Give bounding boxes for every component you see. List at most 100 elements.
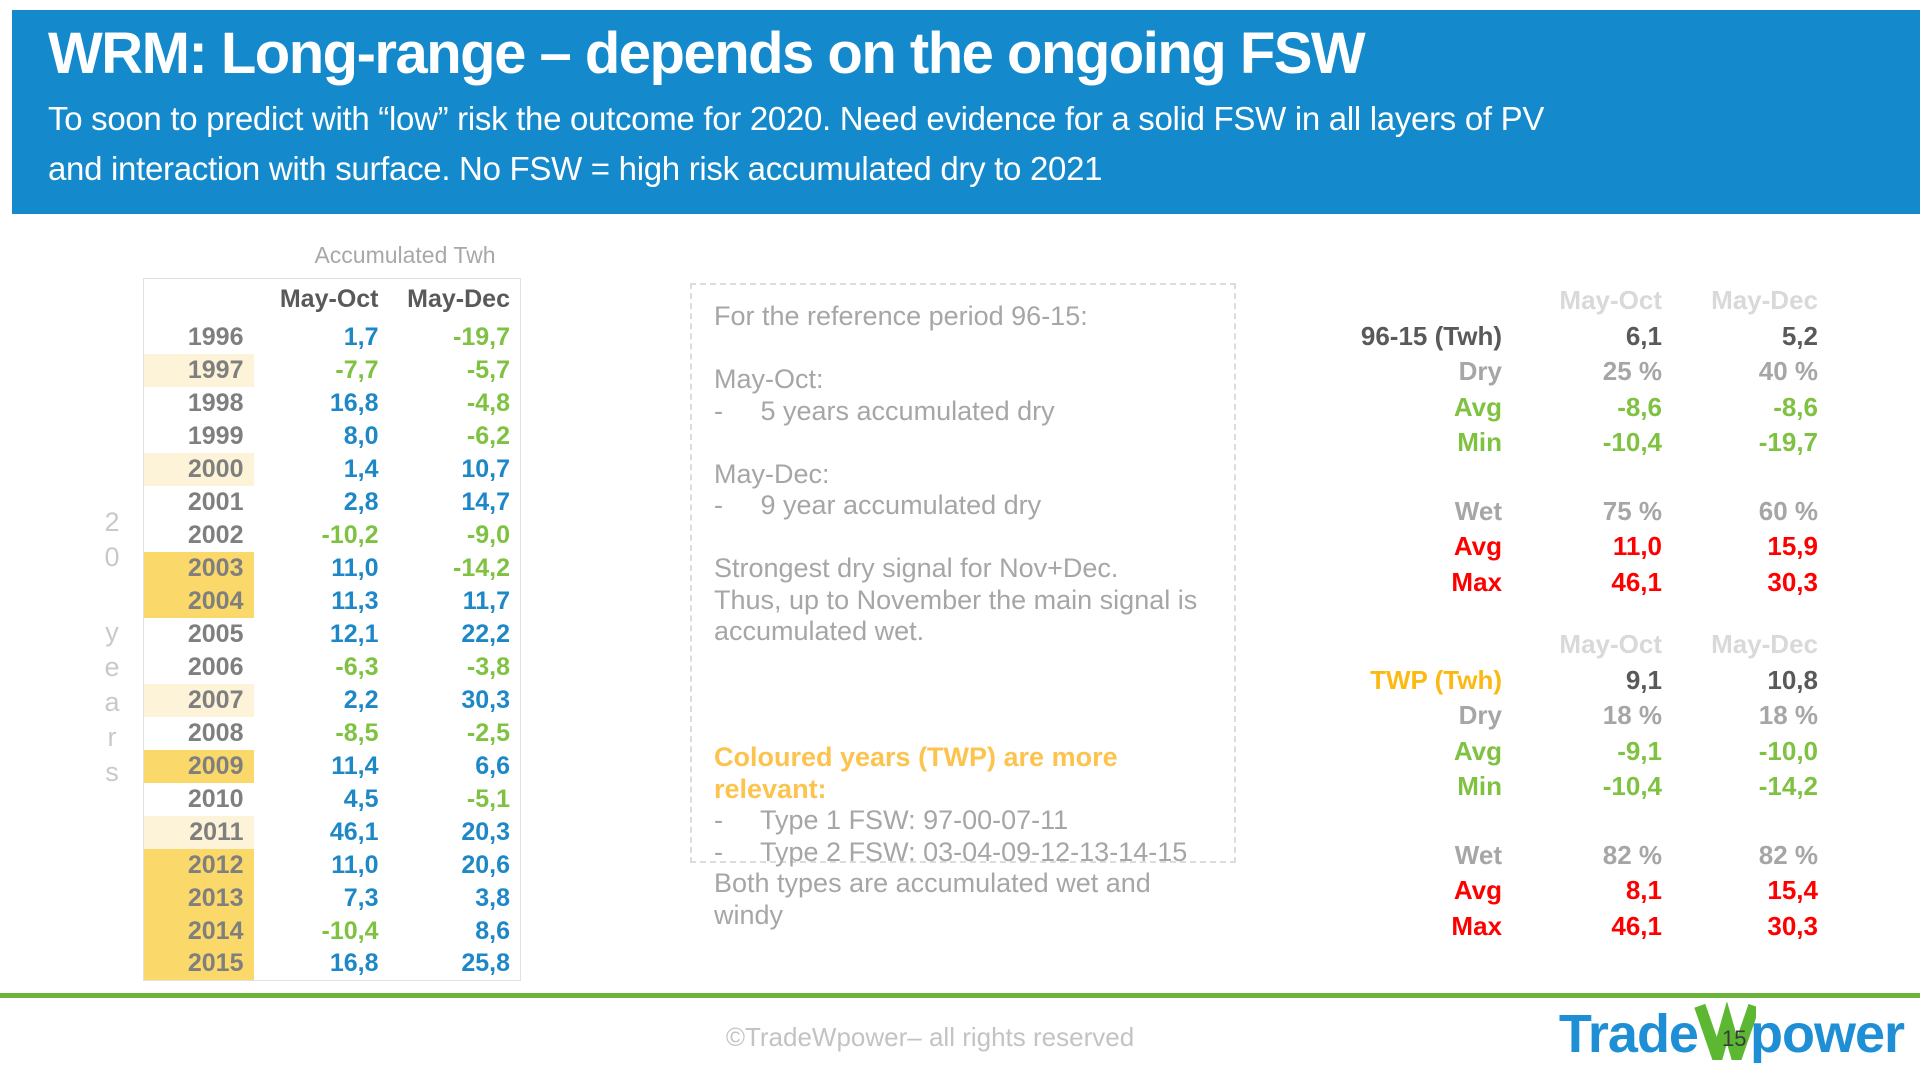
stats-row-label: Wet <box>1454 495 1502 526</box>
table-row: 2008 -8,5 -2,5 <box>144 717 521 750</box>
info-blank-line <box>714 333 1212 365</box>
info-line: For the reference period 96-15: <box>714 301 1088 331</box>
may-dec-value: 30,3 <box>461 685 510 714</box>
may-dec-value: -2,5 <box>466 718 510 747</box>
year-cell: 2008 <box>187 718 244 747</box>
table-header-row: May-Oct May-Dec <box>144 279 521 321</box>
stats-row-label: TWP (Twh) <box>1370 664 1502 695</box>
may-oct-value: -9,1 <box>1617 735 1662 766</box>
info-line: Both types are accumulated wet and windy <box>714 868 1159 930</box>
stats-row: Max 46,1 30,3 <box>1332 909 1818 945</box>
header-banner: WRM: Long-range – depends on the ongoing… <box>12 10 1920 214</box>
may-oct-value: 11,0 <box>331 553 379 582</box>
logo-text-power: power <box>1749 1004 1905 1064</box>
stats-row: Wet 75 % 60 % <box>1332 494 1818 530</box>
may-dec-value: 10,7 <box>461 454 510 483</box>
year-cell: 2015 <box>143 947 254 981</box>
may-oct-value: 2,2 <box>343 685 379 714</box>
page-title: WRM: Long-range – depends on the ongoing… <box>48 21 1366 86</box>
copyright-text: ©TradeWpower– all rights reserved <box>725 1022 1135 1052</box>
year-column-header <box>144 279 254 321</box>
year-cell: 2006 <box>187 652 244 681</box>
table-row: 2002 -10,2 -9,0 <box>144 519 521 552</box>
stats-header-row: May-Oct May-Dec <box>1332 283 1818 319</box>
table-row: 1997 -7,7 -5,7 <box>143 353 521 387</box>
may-oct-value: 46,1 <box>329 817 379 846</box>
may-dec-column-header: May-Dec <box>407 285 510 314</box>
stats-row: Min -10,4 -19,7 <box>1332 425 1818 461</box>
may-dec-value: 10,8 <box>1767 664 1818 695</box>
footer-divider <box>0 993 1920 998</box>
info-blank-line <box>714 427 1212 459</box>
may-dec-value: 5,2 <box>1781 320 1818 351</box>
side-label-char: a <box>104 687 120 717</box>
stats-row: Max 46,1 30,3 <box>1332 565 1818 601</box>
info-blank-line <box>714 522 1212 554</box>
may-dec-value: -10,0 <box>1758 735 1818 766</box>
may-oct-value: 16,8 <box>329 949 379 978</box>
year-cell: 2011 <box>143 815 254 849</box>
may-dec-value: 3,8 <box>475 883 510 912</box>
may-oct-value: 4,5 <box>343 784 379 813</box>
may-oct-value: 82 % <box>1602 839 1662 870</box>
stats-gap-row <box>1332 805 1818 838</box>
table-row: 2013 7,3 3,8 <box>143 881 521 915</box>
side-label-char: s <box>105 757 119 787</box>
stats-row-label: Avg <box>1453 531 1502 562</box>
stats-row-label: Wet <box>1454 839 1502 870</box>
stats-row: Min -10,4 -14,2 <box>1332 769 1818 805</box>
may-dec-value: 15,9 <box>1767 531 1818 562</box>
may-oct-column-header: May-Oct <box>279 285 379 314</box>
side-label-char: 0 <box>104 542 120 572</box>
may-dec-value: -19,7 <box>453 322 510 351</box>
may-dec-value: 30,3 <box>1767 910 1818 941</box>
stats-row: 96-15 (Twh) 6,1 5,2 <box>1332 319 1818 355</box>
year-cell: 2013 <box>143 881 254 915</box>
info-line: - Type 1 FSW: 97-00-07-11 <box>714 805 1069 835</box>
may-dec-value: 25,8 <box>461 949 510 978</box>
year-cell: 1996 <box>187 322 244 351</box>
may-oct-value: -8,6 <box>1617 391 1662 422</box>
year-cell: 2012 <box>143 848 254 882</box>
may-dec-value: 15,4 <box>1767 875 1818 906</box>
may-dec-value: 18 % <box>1758 700 1818 731</box>
may-dec-value: -14,2 <box>1758 771 1818 802</box>
may-oct-value: 46,1 <box>1611 910 1662 941</box>
may-oct-value: -8,5 <box>335 718 379 747</box>
table-row: 2012 11,0 20,6 <box>143 848 521 882</box>
may-dec-value: -4,8 <box>466 388 510 417</box>
year-cell: 2001 <box>187 487 244 516</box>
info-line: - 9 year accumulated dry <box>714 490 1042 520</box>
may-oct-value: 25 % <box>1602 356 1662 387</box>
may-dec-value: 8,6 <box>475 916 510 945</box>
info-line: - 5 years accumulated dry <box>714 395 1055 426</box>
info-line: Thus, up to November the main signal is … <box>714 584 1205 647</box>
may-dec-value: 6,6 <box>475 751 510 780</box>
table-row: 2000 1,4 10,7 <box>143 452 521 486</box>
may-dec-value: 14,7 <box>461 487 510 516</box>
stats-row-label: Min <box>1457 427 1502 458</box>
may-oct-value: 1,7 <box>343 322 379 351</box>
side-label-gap <box>95 575 129 615</box>
info-blank-line <box>714 648 1212 680</box>
year-cell: 2014 <box>143 914 254 948</box>
stats-row: TWP (Twh) 9,1 10,8 <box>1332 663 1818 699</box>
table-row: 2007 2,2 30,3 <box>143 683 521 717</box>
may-oct-value: 46,1 <box>1611 566 1662 597</box>
stats-row-label: Min <box>1457 771 1502 802</box>
stats-row-label: Max <box>1451 566 1502 597</box>
may-oct-value: 9,1 <box>1625 664 1662 695</box>
may-dec-value: 22,2 <box>461 619 510 648</box>
may-oct-value: 18 % <box>1602 700 1662 731</box>
may-dec-value: 20,6 <box>461 850 510 879</box>
accumulated-twh-table: May-Oct May-Dec 1996 1,7 -19,7 1997 -7,7 -5,7… <box>143 278 521 981</box>
may-dec-value: -19,7 <box>1758 427 1818 458</box>
stats-gap-row <box>1332 461 1818 494</box>
info-line: Coloured years (TWP) are more relevant: <box>714 742 1126 804</box>
stats-row-label: Avg <box>1453 875 1502 906</box>
stats-row: Avg -9,1 -10,0 <box>1332 734 1818 770</box>
may-dec-value: 11,7 <box>462 586 510 615</box>
may-oct-value: 1,4 <box>343 454 379 483</box>
table-row: 2011 46,1 20,3 <box>143 815 521 849</box>
stats-table-reference-period: May-Oct May-Dec 96-15 (Twh) 6,1 5,2 Dry 25 % 40… <box>1332 283 1818 600</box>
